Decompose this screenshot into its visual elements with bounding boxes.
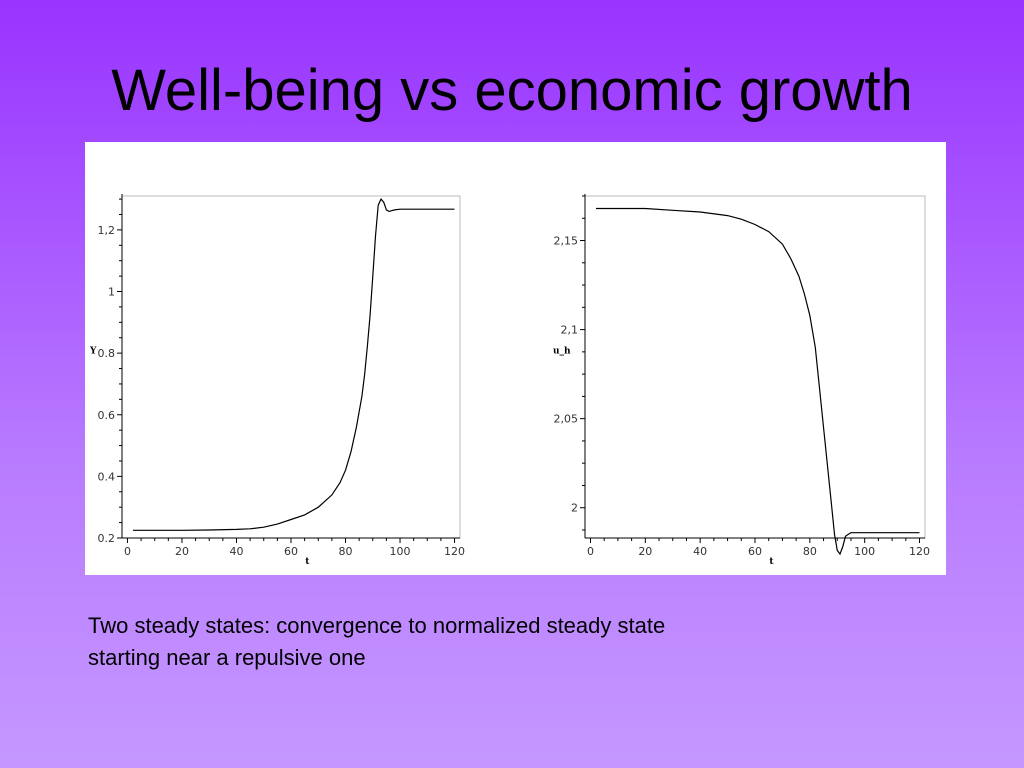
slide-caption: Two steady states: convergence to normal… (88, 613, 666, 670)
chart-1-x-axis-label: t (305, 557, 310, 567)
chart-2-y-tick-label: 2,1 (561, 324, 579, 337)
chart-2-y-tick-label: 2 (571, 502, 578, 515)
chart-1-y-tick-label: 0.6 (98, 409, 116, 422)
chart-1-y-tick-label: 0.8 (98, 347, 116, 360)
chart-1-x-tick-label: 120 (444, 545, 465, 558)
chart-1-y-axis-label: Y (89, 346, 97, 356)
chart-1-y-tick-label: 1,2 (98, 224, 116, 237)
chart-2-y-tick-label: 2,15 (554, 235, 579, 248)
chart-2-series-line (596, 207, 920, 556)
chart-2-x-tick-label: 120 (909, 545, 930, 558)
chart-1-x-tick-label: 80 (339, 545, 353, 558)
chart-1-x-tick-label: 20 (175, 545, 189, 558)
chart-1-x-tick-label: 40 (229, 545, 243, 558)
chart-2-x-tick-label: 60 (748, 545, 762, 558)
chart-2-plot-frame (584, 195, 926, 539)
chart-1-plot-frame (121, 195, 461, 539)
chart-2-x-axis-label: t (769, 557, 774, 567)
chart-2-x-tick-label: 80 (803, 545, 817, 558)
chart-2-y-tick-label: 2,05 (554, 413, 579, 426)
charts-svg: 0 20 40 60 80 100 120 0.2 0.4 0.6 0.8 1 1,2 t Y 0 20 40 60… (89, 194, 930, 567)
chart-1-y-tick-label: 0.4 (98, 470, 116, 483)
chart-1-series-line (132, 198, 455, 531)
figure-panel: 0 20 40 60 80 100 120 0.2 0.4 0.6 0.8 1 1,2 t Y 0 20 40 60… (85, 142, 946, 575)
chart-2-x-tick-label: 20 (638, 545, 652, 558)
chart-2-x-tick-label: 0 (587, 545, 594, 558)
chart-1-x-tick-label: 100 (390, 545, 411, 558)
slide-title: Well-being vs economic growth (111, 58, 913, 123)
chart-2-x-tick-label: 40 (693, 545, 707, 558)
chart-2-x-tick-label: 100 (854, 545, 875, 558)
chart-1-x-tick-label: 0 (124, 545, 131, 558)
chart-1-y-tick-label: 0.2 (98, 532, 116, 545)
chart-1-x-tick-label: 60 (284, 545, 298, 558)
chart-2-y-axis-label: u_h (553, 346, 571, 356)
chart-1-y-tick-label: 1 (108, 286, 115, 299)
